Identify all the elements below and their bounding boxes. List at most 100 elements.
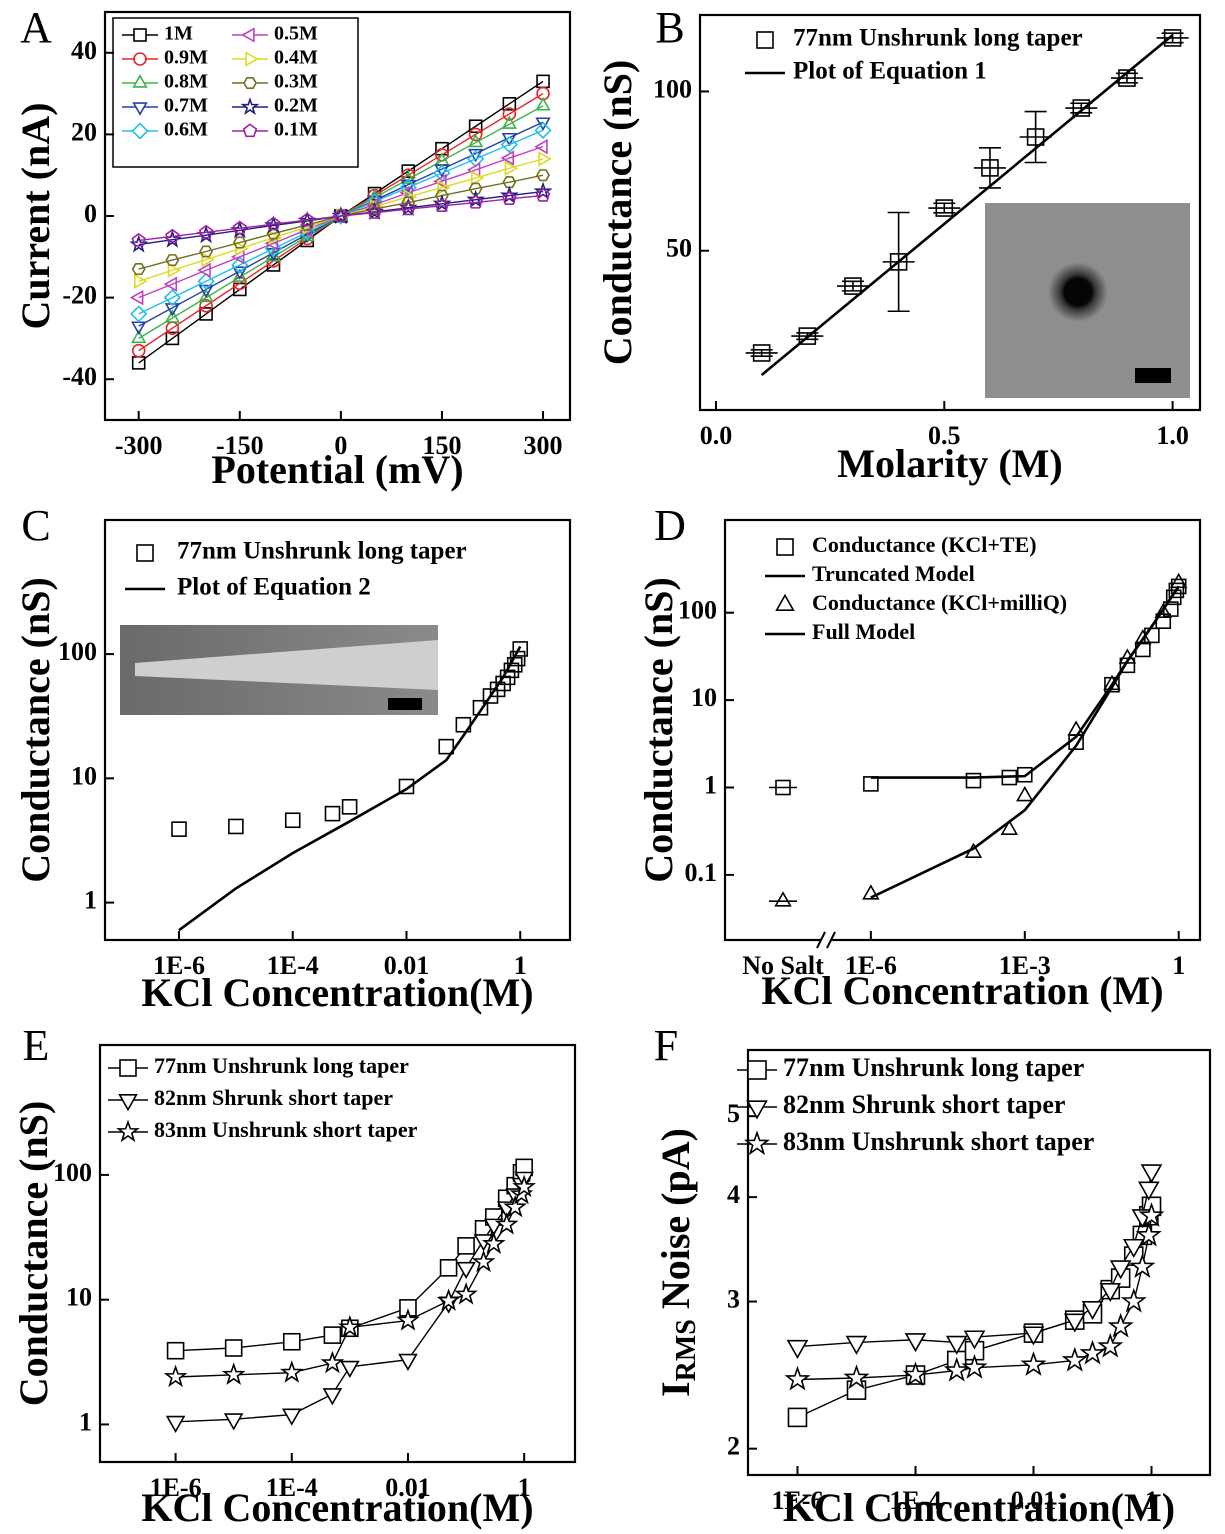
error-bar [973, 147, 1006, 189]
legend-label: 0.9M [164, 47, 208, 69]
error-bar [745, 348, 778, 357]
y-axis-title: Conductance (nS) [636, 577, 681, 883]
marker [232, 268, 248, 282]
marker [341, 799, 358, 815]
marker [165, 228, 180, 243]
marker [535, 97, 551, 111]
marker [401, 201, 416, 216]
marker [862, 884, 880, 900]
marker [198, 288, 214, 303]
marker [501, 115, 518, 129]
marker [167, 262, 182, 278]
marker [1122, 1238, 1145, 1259]
marker [457, 1237, 475, 1255]
marker [228, 818, 244, 835]
marker [467, 133, 484, 148]
marker [224, 1339, 243, 1357]
marker [534, 121, 552, 139]
marker [398, 778, 415, 795]
series-line [138, 194, 544, 242]
marker [223, 1413, 244, 1431]
marker [399, 185, 413, 201]
x-tick-label: 1E-4 [267, 951, 319, 980]
marker [432, 193, 452, 212]
y-tick-label: 3 [727, 1284, 740, 1313]
y-axis-title: Conductance (nS) [11, 1101, 56, 1407]
marker [504, 160, 519, 176]
legend-label: Plot of Equation 1 [793, 58, 987, 85]
marker [131, 343, 146, 358]
y-tick-label: 5 [727, 1099, 740, 1128]
marker [943, 1356, 970, 1382]
marker [282, 1332, 301, 1351]
marker [1129, 1253, 1156, 1279]
y-tick-label: 1 [704, 770, 717, 799]
scale-bar [1135, 368, 1171, 383]
x-axis-title: Molarity (M) [837, 441, 1062, 486]
marker [116, 1119, 140, 1143]
legend-label: 0.5M [274, 23, 318, 45]
marker [1135, 1221, 1162, 1247]
marker [489, 681, 506, 698]
marker [164, 309, 181, 323]
marker [367, 205, 382, 219]
marker [512, 1174, 536, 1198]
marker [171, 821, 187, 837]
marker [1061, 1346, 1088, 1372]
y-title-sub: RMS [671, 1319, 702, 1381]
marker [1072, 99, 1091, 117]
y-tick-label: 2 [727, 1432, 740, 1461]
marker [468, 194, 483, 209]
marker [470, 170, 485, 186]
marker [264, 235, 279, 252]
marker [400, 170, 416, 184]
x-tick-label: 300 [524, 431, 563, 460]
marker [1067, 720, 1085, 736]
y-axis-title: Conductance (nS) [13, 577, 58, 883]
marker [396, 1308, 420, 1331]
marker [1163, 29, 1182, 47]
marker [743, 1130, 771, 1156]
marker [535, 117, 551, 131]
y-tick-label: 1 [79, 1407, 92, 1436]
marker [131, 232, 146, 247]
marker [502, 191, 517, 205]
legend-box [112, 17, 359, 168]
y-tick-label: 10 [66, 1283, 92, 1312]
legend-label: 82nm Shrunk short taper [154, 1085, 393, 1110]
plot-frame [746, 1048, 1212, 1477]
x-tick-label: 1.0 [1156, 421, 1189, 450]
marker [199, 298, 213, 313]
legend-label: 0.8M [164, 71, 208, 93]
y-title-rest: Noise (pA) [653, 1128, 698, 1319]
marker [534, 138, 548, 155]
y-tick-label: 100 [58, 637, 97, 666]
marker [323, 1326, 342, 1344]
x-tick-label: 1E-4 [266, 1473, 318, 1502]
marker [282, 1408, 302, 1426]
y-tick-label: -40 [62, 362, 97, 391]
marker [232, 236, 247, 249]
y-tick-label: 10 [71, 761, 97, 790]
legend-label: 1M [164, 23, 193, 45]
marker [756, 31, 774, 49]
x-axis-title: KCl Concentration(M) [783, 1485, 1175, 1530]
marker [243, 77, 257, 89]
x-tick-label: 1E-6 [845, 951, 897, 980]
marker [747, 1060, 767, 1080]
marker [798, 327, 817, 345]
axis-break [816, 931, 826, 949]
panel-letter: A [20, 3, 52, 52]
marker [1063, 1313, 1086, 1333]
legend-label: 77nm Unshrunk long taper [154, 1053, 409, 1078]
marker [266, 216, 281, 231]
marker [129, 289, 144, 306]
error-bar [1065, 102, 1098, 114]
marker [131, 122, 149, 140]
marker [197, 272, 215, 290]
x-axis-title: KCl Concentration(M) [141, 970, 533, 1015]
plot-frame [698, 13, 1202, 412]
y-axis-title: Conductance (nS) [595, 60, 640, 366]
marker [166, 1341, 185, 1360]
